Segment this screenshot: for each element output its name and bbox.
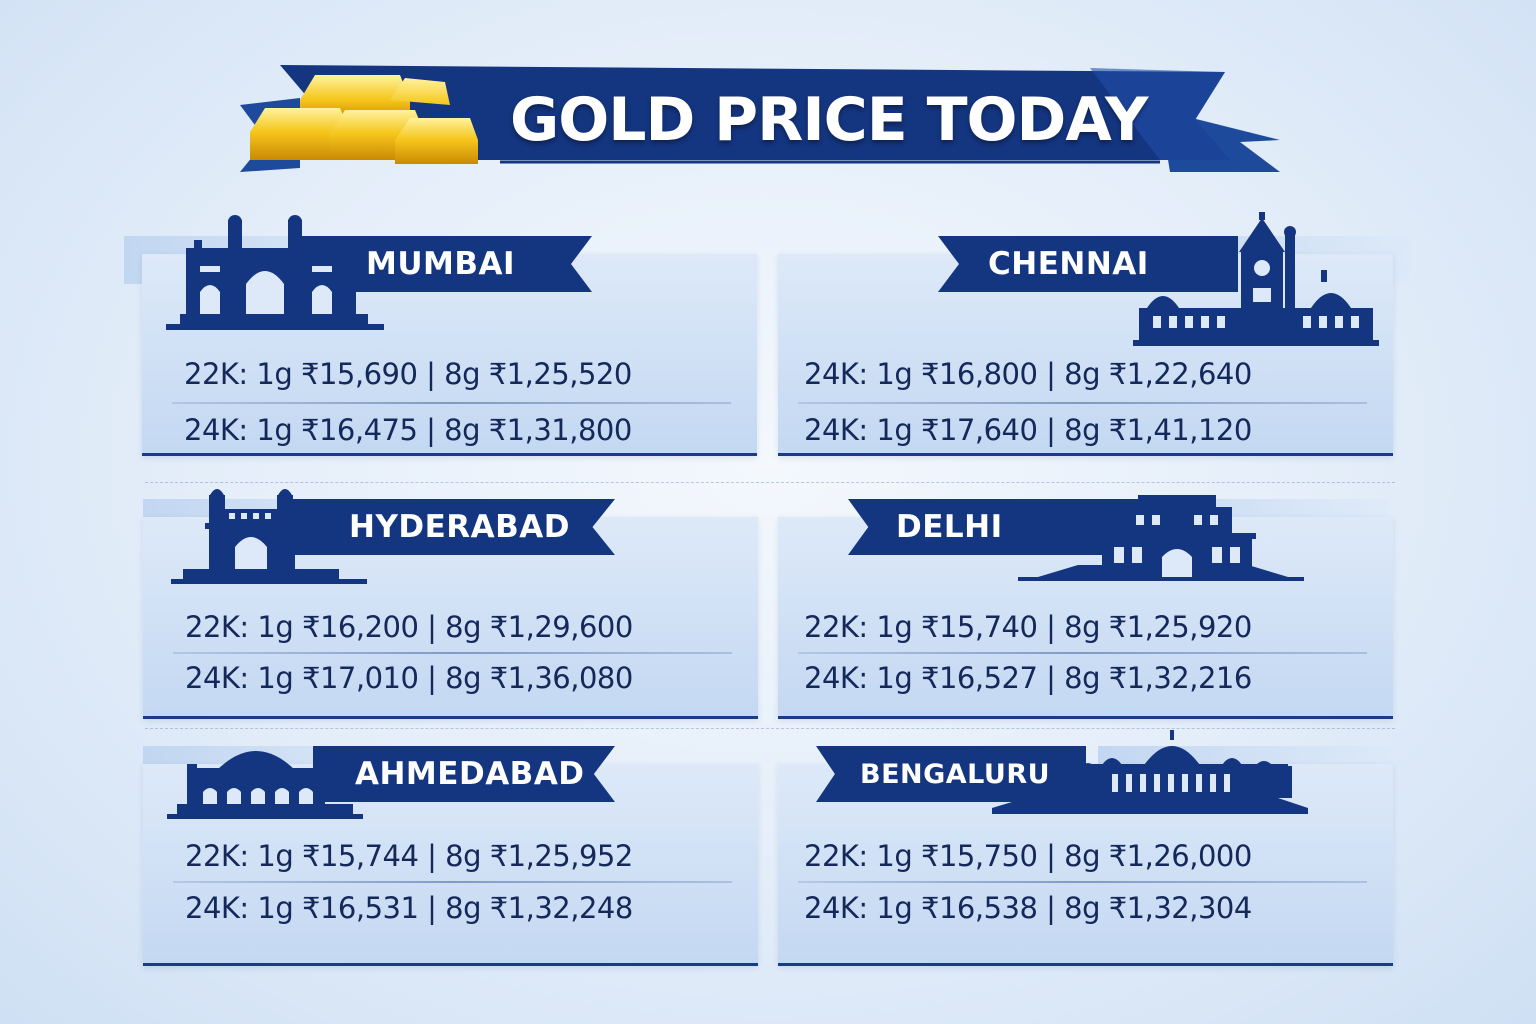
price-1g: 1g ₹16,531: [257, 891, 419, 925]
gold-bars-icon: [250, 75, 478, 164]
price-8g: 8g ₹1,32,248: [445, 891, 633, 925]
city-ribbon: HYDERABAD: [293, 499, 615, 555]
price-row-22k: 22K: 1g ₹15,690 | 8g ₹1,25,520: [184, 357, 632, 391]
price-1g: 1g ₹16,538: [876, 891, 1038, 925]
price-row-22k: 22K: 1g ₹15,744 | 8g ₹1,25,952: [185, 839, 633, 873]
charminar-icon: [171, 489, 367, 584]
gateway-of-india-icon: [166, 215, 384, 330]
price-separator: |: [1046, 610, 1056, 644]
price-1g: 1g ₹17,010: [257, 661, 419, 695]
price-8g: 8g ₹1,41,120: [1064, 413, 1252, 447]
price-divider: [798, 402, 1367, 404]
price-8g: 8g ₹1,36,080: [445, 661, 633, 695]
price-row-24k: 24K: 1g ₹16,538 | 8g ₹1,32,304: [804, 891, 1252, 925]
price-row-24k: 24K: 1g ₹16,475 | 8g ₹1,31,800: [184, 413, 632, 447]
city-card-ahmedabad: AHMEDABAD 22K: 1g ₹15,744 | 8g ₹1,25,952…: [143, 746, 758, 966]
karat-label: 24K:: [804, 413, 868, 447]
price-separator: |: [427, 891, 437, 925]
title-banner: GOLD PRICE TODAY: [240, 60, 1280, 180]
price-divider: [173, 881, 732, 883]
title-ribbon-shape: [240, 65, 1280, 172]
karat-label: 22K:: [185, 610, 249, 644]
city-name: CHENNAI: [988, 246, 1149, 282]
price-divider: [172, 402, 731, 404]
price-separator: |: [427, 610, 437, 644]
karat-label: 22K:: [804, 839, 868, 873]
price-1g: 1g ₹15,740: [876, 610, 1038, 644]
price-divider: [798, 881, 1367, 883]
city-ribbon: CHENNAI: [938, 236, 1238, 292]
city-name: HYDERABAD: [349, 509, 571, 545]
row-divider: [145, 728, 1395, 729]
price-1g: 1g ₹17,640: [876, 413, 1038, 447]
price-8g: 8g ₹1,25,952: [445, 839, 633, 873]
price-row-24k: 24K: 1g ₹16,527 | 8g ₹1,32,216: [804, 661, 1252, 695]
price-separator: |: [1046, 357, 1056, 391]
price-row-24k: 24K: 1g ₹17,640 | 8g ₹1,41,120: [804, 413, 1252, 447]
price-8g: 8g ₹1,22,640: [1064, 357, 1252, 391]
city-card-chennai: CHENNAI 24K: 1g ₹16,800 | 8g ₹1,22,640: [778, 212, 1410, 456]
price-separator: |: [426, 357, 436, 391]
price-1g: 1g ₹15,690: [256, 357, 418, 391]
city-name: MUMBAI: [366, 246, 516, 282]
city-card-delhi: DELHI 22K: 1g ₹15,740 | 8g ₹1,25,920 24K…: [778, 495, 1393, 719]
karat-label: 24K:: [185, 661, 249, 695]
chennai-central-icon: [1133, 212, 1379, 346]
price-8g: 8g ₹1,32,216: [1064, 661, 1252, 695]
row-divider: [145, 482, 1395, 483]
price-8g: 8g ₹1,32,304: [1064, 891, 1252, 925]
price-1g: 1g ₹16,527: [876, 661, 1038, 695]
city-name: BENGALURU: [860, 758, 1051, 790]
price-separator: |: [427, 839, 437, 873]
price-separator: |: [427, 661, 437, 695]
price-separator: |: [1046, 661, 1056, 695]
page-title: GOLD PRICE TODAY: [510, 85, 1148, 155]
price-1g: 1g ₹15,744: [257, 839, 419, 873]
city-name: AHMEDABAD: [355, 756, 585, 792]
karat-label: 24K:: [804, 891, 868, 925]
city-ribbon: AHMEDABAD: [313, 746, 615, 802]
city-name: DELHI: [896, 509, 1003, 545]
price-row-22k: 22K: 1g ₹15,740 | 8g ₹1,25,920: [804, 610, 1252, 644]
vidhana-soudha-icon: [992, 730, 1308, 814]
price-1g: 1g ₹16,800: [876, 357, 1038, 391]
price-1g: 1g ₹15,750: [876, 839, 1038, 873]
karat-label: 24K:: [804, 357, 868, 391]
india-gate-icon: [1018, 495, 1304, 581]
karat-label: 24K:: [804, 661, 868, 695]
price-row-24k: 24K: 1g ₹17,010 | 8g ₹1,36,080: [185, 661, 633, 695]
price-row-24k: 24K: 1g ₹16,800 | 8g ₹1,22,640: [804, 357, 1252, 391]
karat-label: 22K:: [185, 839, 249, 873]
city-ribbon: DELHI: [848, 499, 1138, 555]
price-8g: 8g ₹1,29,600: [445, 610, 633, 644]
price-separator: |: [426, 413, 436, 447]
price-divider: [173, 652, 732, 654]
price-8g: 8g ₹1,26,000: [1064, 839, 1252, 873]
price-8g: 8g ₹1,31,800: [444, 413, 632, 447]
city-card-mumbai: MUMBAI 22K: 1g ₹15,690 | 8g ₹1,25,520 24…: [124, 215, 757, 456]
karat-label: 24K:: [185, 891, 249, 925]
karat-label: 24K:: [184, 413, 248, 447]
city-ribbon: BENGALURU: [816, 746, 1086, 802]
mosque-icon: [167, 751, 363, 819]
price-1g: 1g ₹16,200: [257, 610, 419, 644]
price-separator: |: [1046, 891, 1056, 925]
price-separator: |: [1046, 413, 1056, 447]
karat-label: 22K:: [184, 357, 248, 391]
price-8g: 8g ₹1,25,520: [444, 357, 632, 391]
karat-label: 22K:: [804, 610, 868, 644]
city-card-hyderabad: HYDERABAD 22K: 1g ₹16,200 | 8g ₹1,29,600…: [143, 489, 758, 719]
price-separator: |: [1046, 839, 1056, 873]
price-row-22k: 22K: 1g ₹15,750 | 8g ₹1,26,000: [804, 839, 1252, 873]
price-1g: 1g ₹16,475: [256, 413, 418, 447]
price-8g: 8g ₹1,25,920: [1064, 610, 1252, 644]
price-row-24k: 24K: 1g ₹16,531 | 8g ₹1,32,248: [185, 891, 633, 925]
city-card-bengaluru: BENGALURU 22K: 1g ₹15,750 | 8g ₹1,26,000: [778, 730, 1393, 966]
price-row-22k: 22K: 1g ₹16,200 | 8g ₹1,29,600: [185, 610, 633, 644]
price-divider: [798, 652, 1367, 654]
